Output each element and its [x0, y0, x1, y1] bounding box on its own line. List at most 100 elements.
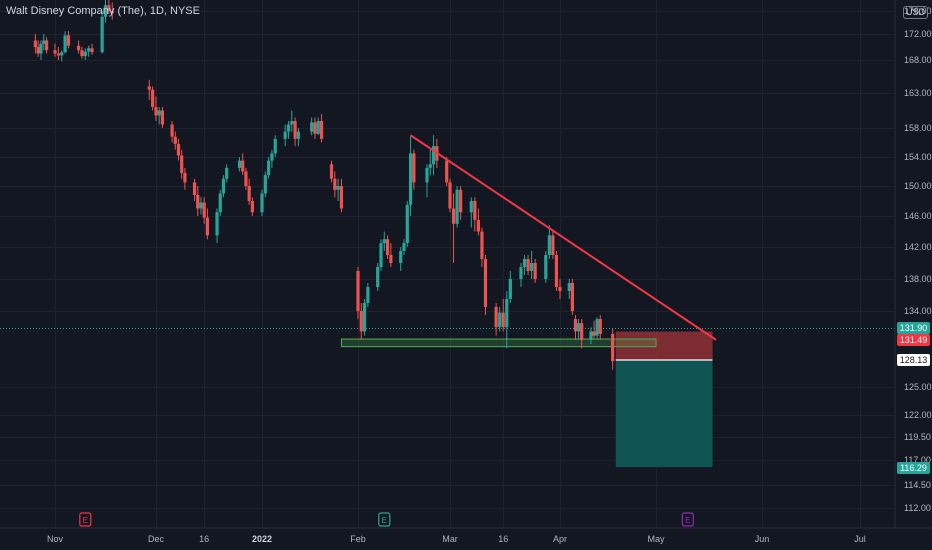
- stop-loss-zone[interactable]: [615, 331, 713, 360]
- candle-body: [483, 259, 488, 307]
- candle-body: [551, 235, 555, 255]
- candle-body: [412, 153, 416, 183]
- candle-body: [480, 231, 484, 259]
- candle-body: [225, 167, 229, 179]
- price-labels: 131.90 131.49 128.13 116.29: [897, 322, 930, 474]
- candle-body: [570, 283, 574, 311]
- candle-body: [558, 287, 562, 291]
- candle-body: [76, 45, 81, 51]
- candle-body: [241, 160, 245, 172]
- time-tick-label: Mar: [442, 534, 458, 544]
- candle-body: [408, 153, 413, 205]
- candle-body: [39, 43, 43, 54]
- candle-body: [379, 243, 383, 267]
- candle-body: [359, 311, 363, 332]
- price-label-pill: [897, 354, 930, 366]
- candle-body: [476, 219, 480, 232]
- candle-body: [244, 171, 248, 186]
- candle-body: [554, 255, 559, 287]
- drawing-layer[interactable]: [0, 328, 895, 468]
- earnings-icon[interactable]: E: [681, 512, 694, 527]
- candle-body: [218, 193, 222, 213]
- price-tick-label: 119.50: [904, 432, 931, 442]
- candle-body: [107, 5, 111, 11]
- candle-body: [431, 146, 436, 165]
- candle-body: [362, 303, 367, 332]
- candle-body: [180, 155, 184, 173]
- candle-body: [147, 86, 151, 90]
- candle-body: [580, 323, 584, 340]
- candle-body: [154, 107, 158, 116]
- candle-body: [215, 212, 219, 236]
- earnings-icon[interactable]: E: [378, 512, 391, 527]
- candle-body: [405, 204, 409, 244]
- price-tick-label: 168.00: [904, 55, 932, 65]
- support-zone[interactable]: [340, 338, 657, 348]
- price-label-text: 116.29: [900, 463, 927, 473]
- candle-body: [547, 235, 551, 255]
- candle-body: [110, 11, 114, 14]
- candle-body: [273, 138, 277, 154]
- candle-body: [80, 50, 84, 57]
- candle-body: [455, 189, 459, 224]
- candle-body: [267, 160, 271, 176]
- candle-body: [173, 136, 177, 144]
- candle-body: [42, 40, 46, 44]
- time-tick-label: 2022: [252, 534, 272, 544]
- candle-body: [573, 319, 578, 332]
- candle-body: [316, 121, 320, 134]
- candle-body: [595, 319, 599, 336]
- time-tick-label: Feb: [350, 534, 366, 544]
- price-label-text: 131.49: [900, 335, 928, 345]
- candle-body: [329, 164, 334, 179]
- earnings-icon[interactable]: E: [79, 512, 92, 527]
- candle-body: [336, 186, 340, 190]
- candle-body: [428, 164, 432, 168]
- candle-body: [56, 53, 60, 56]
- time-tick-label: May: [647, 534, 665, 544]
- candle-body: [402, 243, 406, 251]
- currency-button[interactable]: USD: [903, 6, 929, 19]
- time-tick-label: Nov: [47, 534, 64, 544]
- price-tick-label: 122.00: [904, 410, 932, 420]
- trendline[interactable]: [410, 134, 717, 341]
- candle-body: [263, 175, 267, 194]
- candle-body: [170, 124, 174, 137]
- candle-body: [63, 35, 67, 53]
- candle-body: [192, 182, 197, 195]
- candle-body: [199, 202, 203, 209]
- time-tick-label: Apr: [553, 534, 567, 544]
- candle-body: [519, 267, 523, 279]
- candle-body: [501, 312, 505, 328]
- candles-layer: [33, 0, 615, 370]
- price-tick-label: 114.50: [904, 480, 931, 490]
- candle-body: [356, 271, 360, 311]
- candle-body: [202, 202, 206, 218]
- take-profit-zone[interactable]: [615, 360, 713, 468]
- candle-body: [313, 122, 317, 134]
- price-label-pill: [897, 462, 930, 474]
- candle-body: [283, 131, 287, 139]
- candle-body: [451, 208, 456, 224]
- candle-body: [469, 201, 473, 213]
- candle-body: [339, 186, 344, 209]
- candle-body: [250, 201, 254, 213]
- price-tick-label: 176.00: [904, 6, 932, 16]
- candle-body: [459, 189, 463, 213]
- price-axis[interactable]: 176.00 172.00 168.00 163.00 158.00 154.00 150.…: [904, 6, 932, 513]
- candle-body: [87, 48, 91, 52]
- candle-body: [66, 35, 71, 46]
- candle-body: [498, 312, 502, 328]
- candle-body: [526, 259, 530, 271]
- candle-body: [90, 48, 94, 53]
- earnings-label: E: [685, 516, 690, 525]
- candle-body: [592, 331, 596, 336]
- price-tick-label: 150.00: [904, 181, 932, 191]
- time-axis[interactable]: Nov Dec 16 2022 Feb Mar 16 Apr May Jun Jul: [47, 534, 866, 544]
- candle-body: [448, 182, 452, 209]
- candle-body: [445, 160, 449, 183]
- candle-body: [522, 259, 527, 267]
- candle-body: [196, 195, 200, 209]
